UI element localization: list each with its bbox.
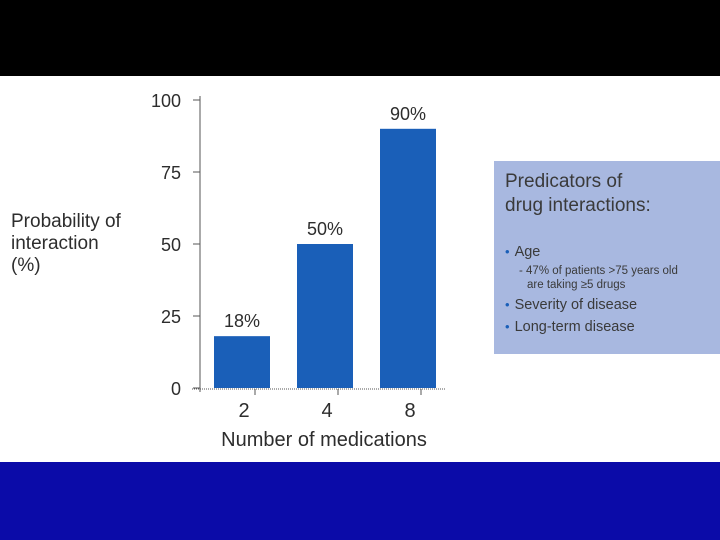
- y-tick-label: 50: [161, 235, 181, 255]
- x-axis-label: Number of medications: [221, 429, 427, 451]
- list-item-label: Age: [514, 244, 541, 260]
- bullet-icon: •: [505, 297, 510, 312]
- list-item: • Severity of disease: [505, 294, 719, 316]
- bullet-icon: •: [505, 244, 510, 259]
- x-tick-label: 4: [321, 400, 332, 422]
- bar: [214, 336, 270, 388]
- bullet-icon: •: [505, 319, 510, 334]
- list-item: • Long-term disease: [505, 316, 719, 338]
- list-subitem: - 47% of patients >75 years old are taki…: [505, 264, 719, 292]
- subitem-line: are taking ≥5 drugs: [527, 279, 626, 291]
- y-tick-label: 0: [171, 379, 181, 399]
- predictors-list: • Age - 47% of patients >75 years old are…: [505, 241, 719, 338]
- x-tick-label: 2: [238, 400, 249, 422]
- predictors-box: Predicators of drug interactions: • Age -…: [494, 161, 720, 354]
- list-item-label: Long-term disease: [514, 319, 635, 335]
- y-axis-label: Probability of interaction (%): [11, 211, 121, 276]
- bar-value-label: 18%: [224, 311, 260, 331]
- bar: [297, 244, 353, 388]
- bar-value-label: 90%: [390, 104, 426, 124]
- list-item-label: Severity of disease: [514, 297, 638, 313]
- slide-header-band: [0, 0, 720, 76]
- y-tick-label: 100: [151, 91, 181, 111]
- bar: [380, 128, 436, 389]
- list-item: • Age - 47% of patients >75 years old are…: [505, 241, 719, 292]
- slide-footer-band: [0, 462, 720, 540]
- y-tick-label: 75: [161, 163, 181, 183]
- subitem-line: - 47% of patients >75 years old: [519, 265, 678, 277]
- bar-value-label: 50%: [307, 219, 343, 239]
- y-tick-label: 25: [161, 307, 181, 327]
- predictors-title: Predicators of drug interactions:: [505, 171, 651, 216]
- x-tick-label: 8: [404, 400, 415, 422]
